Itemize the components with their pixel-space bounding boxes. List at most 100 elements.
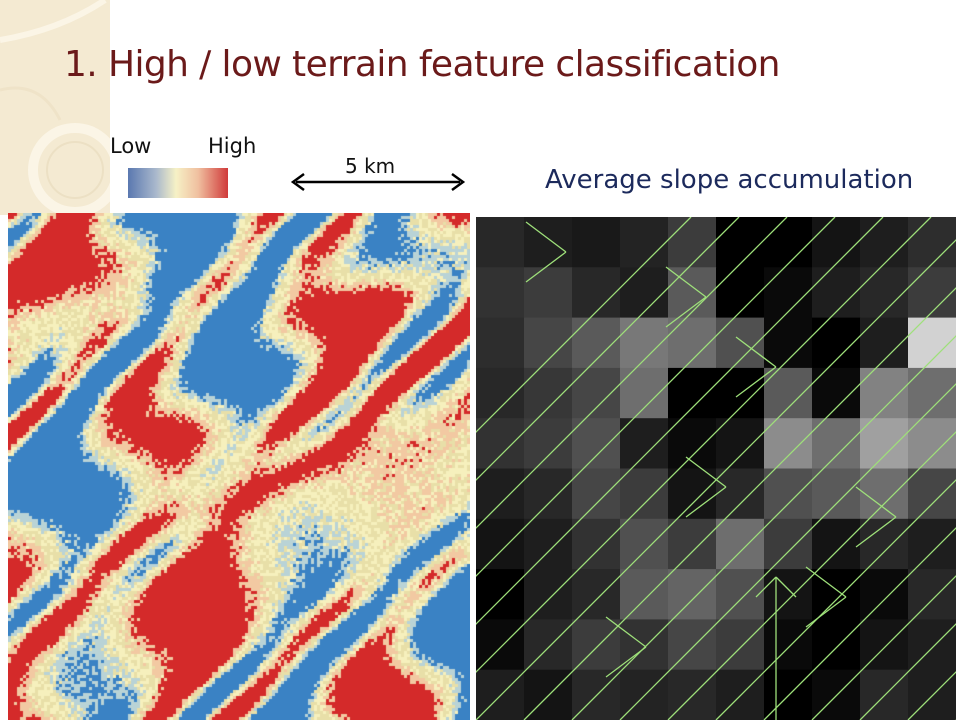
slope-cell [476,418,525,469]
scale-bar-label: 5 km [345,154,396,178]
slope-cell [908,418,956,469]
slope-cell [476,217,525,268]
slope-cell [572,367,621,419]
slope-cell [716,267,765,319]
flow-arrow-segment [665,266,707,298]
flow-arrow-segment [855,486,897,518]
slope-cell [812,418,861,469]
flow-arrow-segment [685,456,727,488]
slope-cell [908,518,956,570]
slope-grid-cells [476,217,956,720]
flow-arrow-segment [525,221,567,253]
flow-arrow-segment [525,251,567,283]
slope-cell [668,518,717,570]
slope-cell [812,468,861,520]
right-panel-caption: Average slope accumulation [545,165,914,195]
flow-arrow-segment [476,217,836,577]
slope-cell [812,267,861,319]
legend-color-ramp [128,168,228,198]
slope-cell [476,518,525,570]
slope-cell [476,569,525,620]
slope-cell [620,217,669,268]
slope-cell [524,267,573,319]
slope-cell [908,619,956,671]
slope-cell [764,619,813,671]
slope-cell [620,518,669,570]
flow-arrow-segment [715,479,956,720]
slope-cell [716,217,765,268]
slope-cell [668,367,717,419]
flow-arrow-segment [476,217,740,481]
slope-accumulation-map [476,217,956,720]
slope-cell [860,418,909,469]
flow-arrow-segment [685,486,727,518]
flow-arrow-segment [665,296,707,328]
flow-arrow-segment [476,239,956,720]
slope-cell [572,418,621,469]
slope-cell [764,468,813,520]
slope-cell [524,619,573,671]
slope-cell [764,418,813,469]
flow-arrow-segment [476,217,884,625]
flow-arrow-segment [805,596,847,628]
slope-cell [716,569,765,620]
flow-arrow-segment [755,576,777,598]
slope-cell [860,267,909,319]
slope-cell [860,518,909,570]
legend-high-label: High [208,134,257,158]
slope-cell [716,418,765,469]
slope-cell [764,518,813,570]
scale-bar-arrow [290,172,466,192]
slope-cell [668,217,717,268]
slope-cell [476,367,525,419]
flow-arrow-segment [763,527,956,720]
legend-low-label: Low [110,134,152,158]
flow-direction-arrows [476,217,956,720]
slope-cell [716,619,765,671]
slope-cell [524,217,573,268]
flow-arrow-segment [805,566,847,598]
slope-cell [668,619,717,671]
slope-cell [620,569,669,620]
flow-arrow-segment [775,576,797,598]
slope-cell [764,267,813,319]
slope-cell [812,518,861,570]
slope-cell [764,367,813,419]
flow-arrow-segment [605,646,647,678]
slope-cell [476,619,525,671]
slope-cell [908,367,956,419]
slope-cell [524,367,573,419]
flow-arrow-segment [735,366,777,398]
slope-cell [524,569,573,620]
slope-cell [620,267,669,319]
slope-cell [524,468,573,520]
slope-cell [860,468,909,520]
flow-arrow-segment [811,575,956,720]
slope-cell [572,569,621,620]
slope-cell [572,619,621,671]
flow-arrow-segment [859,623,956,720]
slope-cell [908,569,956,620]
slope-cell [668,418,717,469]
slide-title: 1. High / low terrain feature classifica… [64,44,780,85]
flow-arrow-segment [619,383,956,720]
corner-decoration [0,0,110,215]
slope-cell [908,217,956,268]
flow-arrow-segment [605,616,647,648]
slope-cell [476,267,525,319]
slope-cell [620,619,669,671]
slope-cell [524,518,573,570]
slope-cell [812,619,861,671]
slope-cell [812,217,861,268]
flow-arrow-segment [476,217,692,433]
slope-cell [764,217,813,268]
slope-cell [716,468,765,520]
slope-cell [860,619,909,671]
terrain-classification-map [8,213,470,720]
slope-cell [812,367,861,419]
flow-arrow-segment [523,287,956,720]
slope-cell [620,418,669,469]
slope-cell [572,518,621,570]
flow-arrow-segment [476,217,788,529]
slope-cell [572,267,621,319]
